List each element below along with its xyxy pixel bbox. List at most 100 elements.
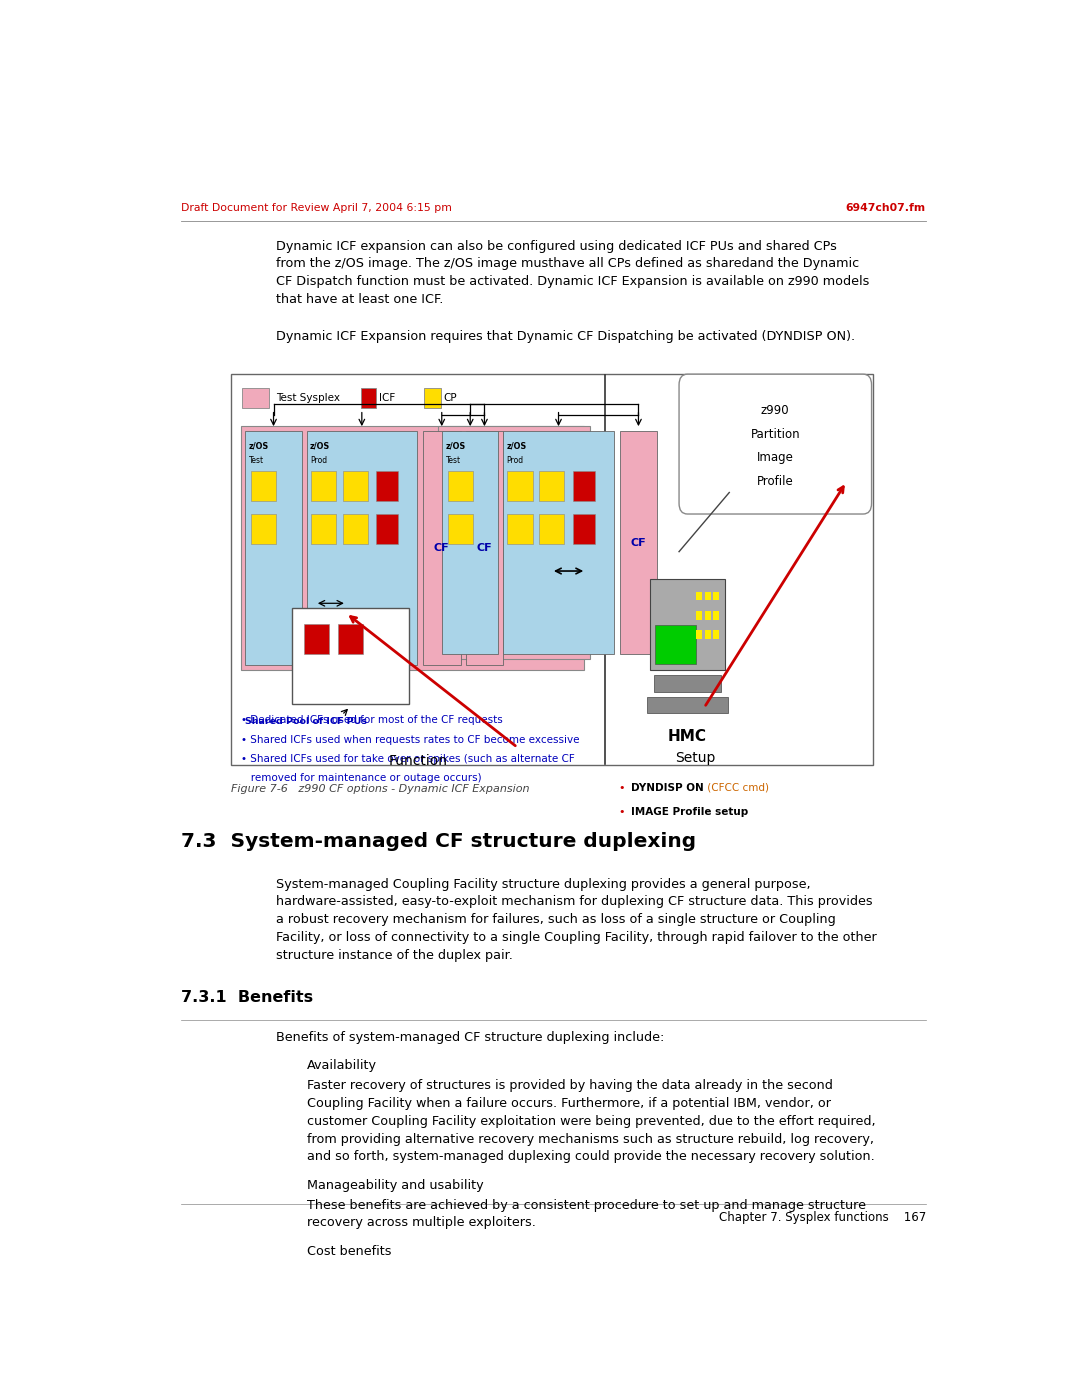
Bar <box>252 471 276 502</box>
Text: Image: Image <box>757 451 794 464</box>
Bar <box>705 630 711 638</box>
Text: ICF: ICF <box>379 393 395 402</box>
Text: CF: CF <box>434 543 449 553</box>
Text: Prod: Prod <box>507 455 524 465</box>
Bar <box>650 578 725 671</box>
Bar <box>361 388 376 408</box>
Bar <box>252 514 276 545</box>
Text: HMC: HMC <box>667 729 707 745</box>
Bar <box>620 432 658 654</box>
Text: from providing alternative recovery mechanisms such as structure rebuild, log re: from providing alternative recovery mech… <box>307 1133 874 1146</box>
Text: Coupling Facility when a failure occurs. Furthermore, if a potential IBM, vendor: Coupling Facility when a failure occurs.… <box>307 1097 831 1111</box>
Text: z/OS: z/OS <box>310 441 330 451</box>
Text: CF: CF <box>476 543 492 553</box>
Bar <box>338 623 363 654</box>
Bar <box>342 514 367 545</box>
Bar <box>245 432 301 665</box>
Bar <box>307 432 417 665</box>
Text: Draft Document for Review April 7, 2004 6:15 pm: Draft Document for Review April 7, 2004 … <box>181 203 451 214</box>
Bar <box>465 432 503 665</box>
Bar <box>705 592 711 601</box>
Text: IMAGE Profile setup: IMAGE Profile setup <box>631 806 747 817</box>
Text: 7.3  System-managed CF structure duplexing: 7.3 System-managed CF structure duplexin… <box>181 833 697 851</box>
Text: that have at least one ICF.: that have at least one ICF. <box>275 293 443 306</box>
Text: from the z/OS image. The z/OS image musthave all CPs defined as sharedand the Dy: from the z/OS image. The z/OS image must… <box>275 257 859 271</box>
Bar <box>508 514 532 545</box>
Bar <box>231 374 874 764</box>
Bar <box>242 388 269 408</box>
Text: Manageability and usability: Manageability and usability <box>307 1179 483 1192</box>
Text: Partition: Partition <box>751 427 800 440</box>
Text: Test: Test <box>248 455 264 465</box>
Text: •: • <box>618 806 624 817</box>
Text: Dynamic ICF Expansion requires that Dynamic CF Dispatching be activated (DYNDISP: Dynamic ICF Expansion requires that Dyna… <box>275 330 854 344</box>
Text: • Shared ICFs used when requests rates to CF become excessive: • Shared ICFs used when requests rates t… <box>241 735 580 745</box>
Bar <box>292 608 408 704</box>
Text: • Shared ICFs used for take over or spikes (such as alternate CF: • Shared ICFs used for take over or spik… <box>241 754 575 764</box>
Text: Facility, or loss of connectivity to a single Coupling Facility, through rapid f: Facility, or loss of connectivity to a s… <box>275 930 876 944</box>
Text: DYNDISP ON: DYNDISP ON <box>631 782 703 793</box>
Text: Function: Function <box>389 754 448 768</box>
Bar <box>448 471 473 502</box>
Text: Figure 7-6   z990 CF options - Dynamic ICF Expansion: Figure 7-6 z990 CF options - Dynamic ICF… <box>231 784 530 793</box>
Bar <box>311 514 336 545</box>
Bar <box>713 630 719 638</box>
Text: System-managed Coupling Facility structure duplexing provides a general purpose,: System-managed Coupling Facility structu… <box>275 877 810 891</box>
Bar <box>653 675 720 692</box>
Text: Cost benefits: Cost benefits <box>307 1245 391 1257</box>
Bar <box>342 471 367 502</box>
Bar <box>376 471 397 502</box>
Text: z/OS: z/OS <box>507 441 527 451</box>
Bar <box>539 514 565 545</box>
Bar <box>503 432 613 654</box>
Bar <box>647 697 728 712</box>
Text: a robust recovery mechanism for failures, such as loss of a single structure or : a robust recovery mechanism for failures… <box>275 914 835 926</box>
Text: • Dedicated ICFs used for most of the CF requests: • Dedicated ICFs used for most of the CF… <box>241 715 503 725</box>
Bar <box>241 426 584 671</box>
Text: 7.3.1  Benefits: 7.3.1 Benefits <box>181 990 313 1004</box>
Text: Test Sysplex: Test Sysplex <box>275 393 339 402</box>
Text: Profile: Profile <box>757 475 794 488</box>
Text: and so forth, system-managed duplexing could provide the necessary recovery solu: and so forth, system-managed duplexing c… <box>307 1150 875 1164</box>
Bar <box>438 426 591 659</box>
Text: z/OS: z/OS <box>446 441 465 451</box>
Bar <box>697 592 702 601</box>
Bar <box>376 514 397 545</box>
Text: Chapter 7. Sysplex functions    167: Chapter 7. Sysplex functions 167 <box>718 1211 926 1224</box>
Bar <box>442 432 498 654</box>
Text: These benefits are achieved by a consistent procedure to set up and manage struc: These benefits are achieved by a consist… <box>307 1199 865 1211</box>
Text: Faster recovery of structures is provided by having the data already in the seco: Faster recovery of structures is provide… <box>307 1080 833 1092</box>
Bar <box>572 471 594 502</box>
Text: Shared Pool of ICF PUs: Shared Pool of ICF PUs <box>245 717 367 726</box>
Text: structure instance of the duplex pair.: structure instance of the duplex pair. <box>275 949 513 961</box>
Bar <box>508 471 532 502</box>
Bar <box>572 514 594 545</box>
Text: z990: z990 <box>761 404 789 416</box>
Bar <box>697 610 702 620</box>
Bar <box>305 623 329 654</box>
Bar <box>423 432 460 665</box>
Text: •: • <box>618 782 624 793</box>
FancyBboxPatch shape <box>679 374 872 514</box>
Bar <box>713 610 719 620</box>
Text: (CFCC cmd): (CFCC cmd) <box>704 782 769 793</box>
Bar <box>713 592 719 601</box>
Text: CF: CF <box>631 538 646 548</box>
Text: Dynamic ICF expansion can also be configured using dedicated ICF PUs and shared : Dynamic ICF expansion can also be config… <box>275 240 837 253</box>
Text: Test: Test <box>446 455 461 465</box>
Bar <box>654 624 697 664</box>
Text: Benefits of system-managed CF structure duplexing include:: Benefits of system-managed CF structure … <box>275 1031 664 1044</box>
Text: Setup: Setup <box>676 750 716 764</box>
Bar <box>448 514 473 545</box>
Text: customer Coupling Facility exploitation were being prevented, due to the effort : customer Coupling Facility exploitation … <box>307 1115 875 1127</box>
Bar <box>539 471 565 502</box>
Text: CP: CP <box>444 393 458 402</box>
Bar <box>311 471 336 502</box>
Text: CF Dispatch function must be activated. Dynamic ICF Expansion is available on z9: CF Dispatch function must be activated. … <box>275 275 869 288</box>
Text: z/OS: z/OS <box>248 441 269 451</box>
Bar <box>705 610 711 620</box>
Bar <box>697 630 702 638</box>
Text: Availability: Availability <box>307 1059 377 1073</box>
Text: recovery across multiple exploiters.: recovery across multiple exploiters. <box>307 1217 536 1229</box>
Text: Prod: Prod <box>310 455 327 465</box>
